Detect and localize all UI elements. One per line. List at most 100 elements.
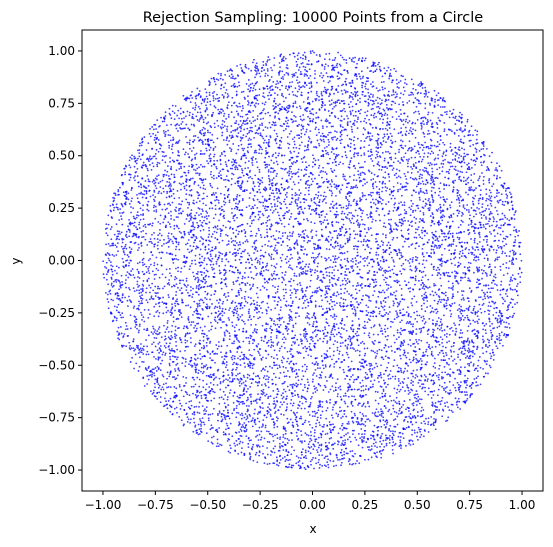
scatter-point bbox=[231, 378, 234, 380]
scatter-point bbox=[177, 243, 180, 246]
scatter-point bbox=[128, 341, 131, 344]
scatter-point bbox=[281, 92, 284, 95]
scatter-point bbox=[153, 264, 156, 267]
scatter-point bbox=[295, 60, 298, 63]
scatter-point bbox=[153, 189, 156, 192]
scatter-point bbox=[300, 132, 303, 135]
scatter-point bbox=[197, 304, 199, 306]
scatter-point bbox=[290, 201, 293, 204]
scatter-point bbox=[206, 293, 209, 296]
scatter-point bbox=[245, 337, 248, 339]
scatter-point bbox=[208, 221, 211, 224]
scatter-point bbox=[365, 121, 368, 124]
scatter-point bbox=[282, 78, 285, 80]
scatter-point bbox=[418, 112, 421, 115]
scatter-point bbox=[315, 335, 317, 338]
scatter-point bbox=[158, 298, 160, 301]
scatter-point bbox=[156, 131, 159, 134]
scatter-point bbox=[447, 392, 449, 394]
scatter-point bbox=[309, 437, 312, 440]
scatter-point bbox=[195, 285, 198, 287]
scatter-point bbox=[273, 198, 276, 201]
scatter-point bbox=[432, 186, 435, 189]
scatter-point bbox=[221, 123, 224, 126]
scatter-point bbox=[165, 342, 168, 345]
scatter-point bbox=[247, 88, 250, 91]
scatter-point bbox=[292, 102, 295, 105]
scatter-point bbox=[346, 452, 349, 455]
scatter-point bbox=[303, 149, 306, 152]
scatter-point bbox=[388, 438, 391, 441]
scatter-point bbox=[232, 84, 235, 87]
scatter-point bbox=[370, 247, 372, 250]
scatter-point bbox=[473, 328, 476, 331]
scatter-point bbox=[463, 309, 466, 312]
scatter-point bbox=[380, 413, 383, 415]
scatter-point bbox=[149, 135, 152, 138]
scatter-point bbox=[235, 404, 238, 407]
scatter-point bbox=[135, 289, 138, 292]
scatter-point bbox=[239, 380, 241, 383]
scatter-point bbox=[315, 375, 318, 377]
scatter-point bbox=[278, 230, 281, 233]
scatter-point bbox=[215, 198, 218, 201]
scatter-point bbox=[456, 129, 458, 132]
scatter-point bbox=[335, 139, 338, 141]
scatter-point bbox=[269, 395, 272, 398]
scatter-point bbox=[338, 410, 341, 413]
scatter-point bbox=[350, 142, 352, 145]
scatter-point bbox=[180, 287, 183, 290]
scatter-point bbox=[273, 397, 275, 400]
scatter-point bbox=[362, 389, 365, 392]
scatter-point bbox=[130, 270, 133, 272]
scatter-point bbox=[435, 293, 438, 296]
scatter-point bbox=[333, 315, 336, 317]
scatter-point bbox=[280, 413, 283, 416]
scatter-point bbox=[315, 386, 318, 389]
scatter-point bbox=[460, 245, 463, 248]
scatter-point bbox=[336, 415, 339, 418]
scatter-point bbox=[296, 204, 299, 207]
scatter-point bbox=[399, 357, 402, 360]
scatter-point bbox=[371, 81, 374, 83]
scatter-point bbox=[492, 327, 494, 330]
scatter-point bbox=[155, 337, 158, 340]
scatter-point bbox=[233, 357, 236, 360]
scatter-point bbox=[211, 412, 214, 415]
scatter-point bbox=[241, 250, 244, 253]
scatter-point bbox=[338, 102, 341, 105]
scatter-point bbox=[325, 152, 328, 155]
scatter-point bbox=[372, 114, 375, 117]
scatter-point bbox=[294, 192, 297, 194]
scatter-point bbox=[149, 195, 152, 198]
scatter-point bbox=[295, 290, 297, 293]
scatter-point bbox=[137, 185, 140, 188]
scatter-point bbox=[274, 286, 276, 289]
scatter-point bbox=[347, 356, 350, 359]
scatter-point bbox=[326, 125, 328, 128]
scatter-point bbox=[250, 393, 252, 396]
scatter-point bbox=[481, 203, 484, 206]
scatter-point bbox=[329, 355, 332, 358]
scatter-point bbox=[244, 322, 246, 325]
scatter-point bbox=[203, 257, 206, 260]
scatter-point bbox=[141, 177, 144, 180]
scatter-point bbox=[242, 149, 245, 152]
scatter-point bbox=[255, 67, 257, 70]
scatter-point bbox=[209, 146, 212, 149]
scatter-point bbox=[320, 355, 323, 357]
scatter-point bbox=[451, 232, 454, 235]
scatter-point bbox=[252, 417, 254, 419]
scatter-point bbox=[283, 198, 286, 201]
scatter-point bbox=[468, 186, 471, 189]
scatter-point bbox=[178, 230, 181, 233]
scatter-point bbox=[433, 390, 436, 392]
scatter-point bbox=[217, 256, 220, 259]
scatter-point bbox=[330, 414, 333, 417]
scatter-point bbox=[311, 237, 313, 240]
scatter-point bbox=[429, 207, 431, 209]
scatter-point bbox=[421, 252, 424, 254]
scatter-point bbox=[258, 171, 261, 173]
scatter-point bbox=[355, 220, 358, 223]
scatter-point bbox=[366, 347, 369, 350]
